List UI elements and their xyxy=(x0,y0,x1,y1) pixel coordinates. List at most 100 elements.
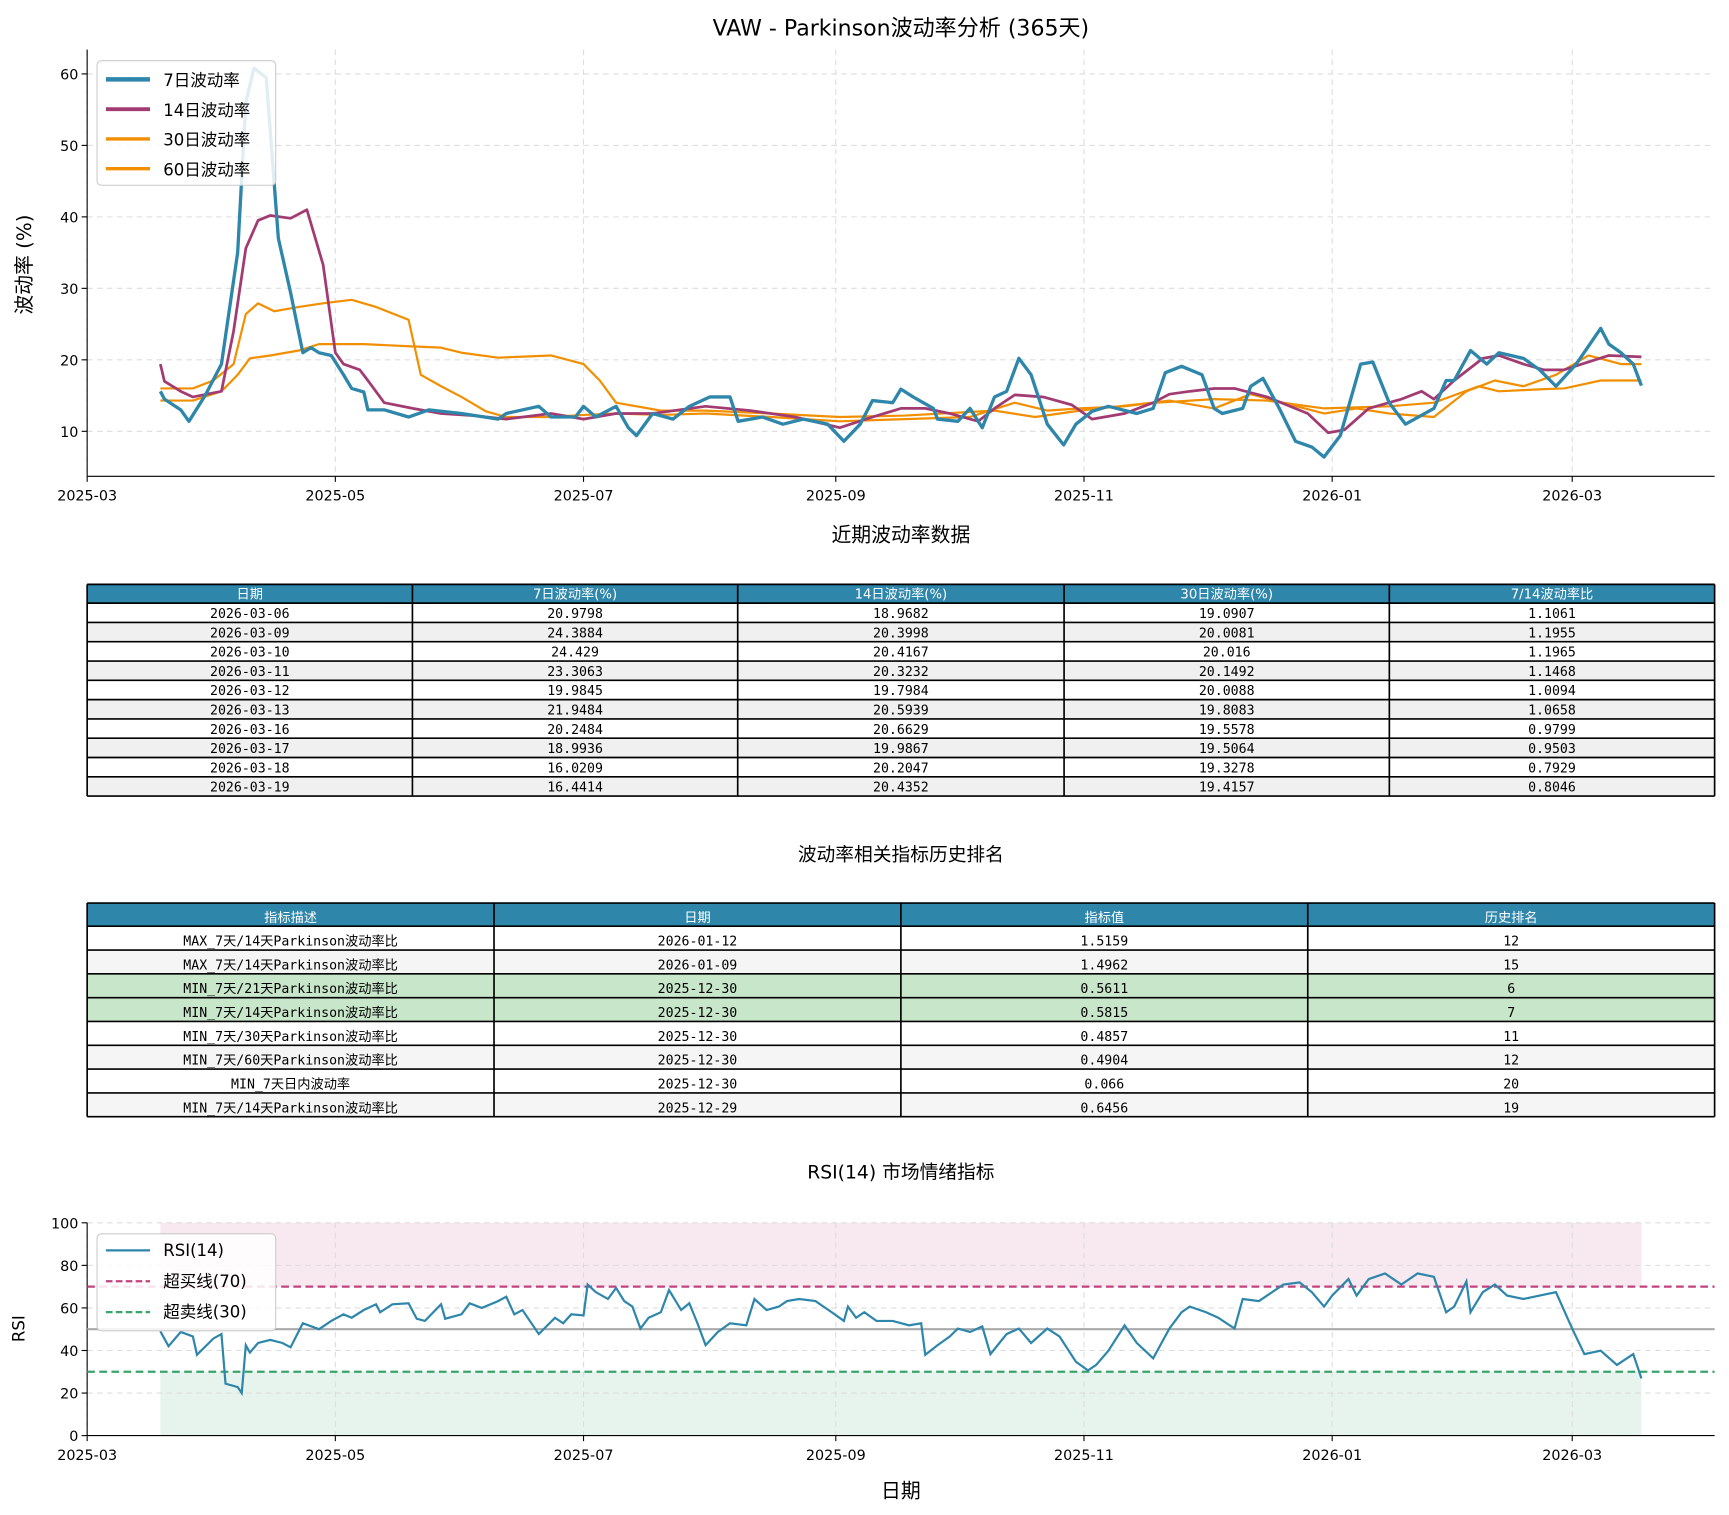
y-tick-label: 60 xyxy=(60,1301,78,1317)
table-cell: 0.7929 xyxy=(1528,761,1576,776)
row-background xyxy=(87,699,1715,719)
x-tick-label: 2025-07 xyxy=(554,1448,614,1464)
row-background xyxy=(87,718,1715,739)
legend-label: 14日波动率 xyxy=(163,101,250,120)
table-cell: 15 xyxy=(1503,958,1519,973)
table-cell: 2026-01-12 xyxy=(658,935,738,950)
table-cell: 20.6629 xyxy=(873,723,929,738)
table-cell: 1.1061 xyxy=(1528,607,1576,622)
table-cell: 19.9867 xyxy=(873,742,929,757)
overbought-zone xyxy=(160,1222,1642,1287)
table-cell: 20.1492 xyxy=(1199,665,1255,680)
table-cell: 1.1468 xyxy=(1528,665,1576,680)
table-cell: 2026-03-16 xyxy=(210,723,290,738)
table2-title: 波动率相关指标历史排名 xyxy=(798,845,1004,866)
table-row: 2026-03-13 21.9484 20.5939 19.8083 1.0658 xyxy=(87,699,1715,719)
table-cell: 20.5939 xyxy=(873,703,929,718)
table-cell: 2025-12-30 xyxy=(658,1030,738,1045)
series-line-0 xyxy=(158,66,1643,459)
table-cell: 20.0088 xyxy=(1199,684,1255,699)
table-cell: MIN_7天/21天Parkinson波动率比 xyxy=(183,980,398,997)
table-cell: 20.2484 xyxy=(547,723,603,738)
y-axis-label: RSI xyxy=(9,1315,28,1342)
row-background xyxy=(87,603,1715,623)
x-tick-label: 2026-01 xyxy=(1302,1448,1362,1464)
series-line-3 xyxy=(160,343,1642,419)
table-cell: 21.9484 xyxy=(547,703,603,718)
table-cell: 0.9503 xyxy=(1528,742,1576,757)
table-cell: 2026-01-09 xyxy=(658,958,738,973)
table-cell: 20.3998 xyxy=(873,626,929,641)
legend-label: RSI(14) xyxy=(163,1241,224,1260)
y-tick-label: 80 xyxy=(60,1259,78,1275)
table-cell: 2025-12-30 xyxy=(658,1006,738,1021)
table-cell: 20.4167 xyxy=(873,646,929,661)
table-cell: 0.5611 xyxy=(1080,982,1128,997)
table-cell: 19.3278 xyxy=(1199,761,1255,776)
legend-box xyxy=(96,60,277,186)
volatility-chart: 2025-03 2025-05 2025-07 2025-09 2025-11 2026-… xyxy=(13,49,1715,505)
table-cell: 20.2047 xyxy=(873,761,929,776)
table-cell: 19.4157 xyxy=(1199,781,1255,796)
table-cell: 11 xyxy=(1503,1030,1519,1045)
y-tick-label: 40 xyxy=(60,1344,78,1360)
table-cell: 2026-03-18 xyxy=(210,761,290,776)
table-header xyxy=(87,584,1715,604)
table-cell: 0.5815 xyxy=(1080,1006,1128,1021)
table-cell: 0.6456 xyxy=(1080,1101,1128,1116)
figure-title: VAW - Parkinson波动率分析 (365天) xyxy=(713,16,1090,41)
oversold-zone xyxy=(160,1371,1642,1436)
table-cell: 2025-12-30 xyxy=(658,982,738,997)
y-tick-label: 30 xyxy=(60,282,78,298)
x-tick-label: 2025-05 xyxy=(305,489,365,505)
row-background xyxy=(87,776,1715,797)
table-cell: 20 xyxy=(1503,1078,1519,1093)
column-header: 日期 xyxy=(684,910,710,926)
table-cell: 20.9798 xyxy=(547,607,603,622)
table-cell: 18.9936 xyxy=(547,742,603,757)
column-header: 7日波动率(%) xyxy=(533,586,617,603)
column-header: 14日波动率(%) xyxy=(855,586,948,603)
y-tick-label: 0 xyxy=(69,1429,78,1445)
table-cell: 2026-03-12 xyxy=(210,684,290,699)
y-tick-label: 60 xyxy=(60,67,78,83)
y-tick-label: 50 xyxy=(60,139,78,155)
table-row: 2026-03-11 23.3063 20.3232 20.1492 1.1468 xyxy=(87,661,1715,681)
row-background xyxy=(87,641,1715,662)
table-cell: 12 xyxy=(1503,1054,1519,1069)
column-header: 30日波动率(%) xyxy=(1180,586,1273,603)
x-tick-label: 2025-03 xyxy=(57,1448,117,1464)
legend: 7日波动率 14日波动率 30日波动率 60日波动率 xyxy=(96,60,277,186)
column-header: 指标值 xyxy=(1084,910,1124,926)
table-cell: 19 xyxy=(1503,1101,1519,1116)
column-header: 日期 xyxy=(237,587,263,603)
column-header: 历史排名 xyxy=(1485,910,1538,926)
x-axis-label: 日期 xyxy=(881,1479,921,1502)
table-cell: 19.7984 xyxy=(873,684,929,699)
rsi-chart: 2025-03 2025-05 2025-07 2025-09 2025-11 2026-… xyxy=(9,1216,1715,1502)
ranking-table: 指标描述 日期 指标值 历史排名 MAX_7天/14天Parkinson波动率比 2026… xyxy=(86,902,1716,1118)
table-cell: 23.3063 xyxy=(547,665,603,680)
x-tick-label: 2025-09 xyxy=(806,1448,866,1464)
series-line-1 xyxy=(159,208,1642,435)
rsi-title: RSI(14) 市场情绪指标 xyxy=(807,1163,994,1184)
column-header: 指标描述 xyxy=(264,910,317,926)
x-tick-label: 2025-07 xyxy=(554,489,614,505)
x-tick-label: 2025-03 xyxy=(57,489,117,505)
table-cell: 2026-03-17 xyxy=(210,742,290,757)
table-cell: 0.9799 xyxy=(1528,723,1576,738)
table-cell: 20.0081 xyxy=(1199,626,1255,641)
table-row: 2026-03-10 24.429 20.4167 20.016 1.1965 xyxy=(87,641,1715,662)
x-tick-label: 2026-03 xyxy=(1542,489,1602,505)
table-cell: 20.4352 xyxy=(873,781,929,796)
y-tick-label: 20 xyxy=(60,353,78,369)
table-cell: 19.0907 xyxy=(1199,607,1255,622)
x-tick-label: 2025-11 xyxy=(1054,489,1114,505)
legend-label: 30日波动率 xyxy=(163,131,250,150)
x-tick-label: 2025-11 xyxy=(1054,1448,1114,1464)
table-cell: 1.5159 xyxy=(1080,935,1128,950)
table-cell: MIN_7天/14天Parkinson波动率比 xyxy=(183,1099,398,1116)
table-cell: 2026-03-06 xyxy=(210,607,290,622)
row-background xyxy=(87,738,1715,758)
